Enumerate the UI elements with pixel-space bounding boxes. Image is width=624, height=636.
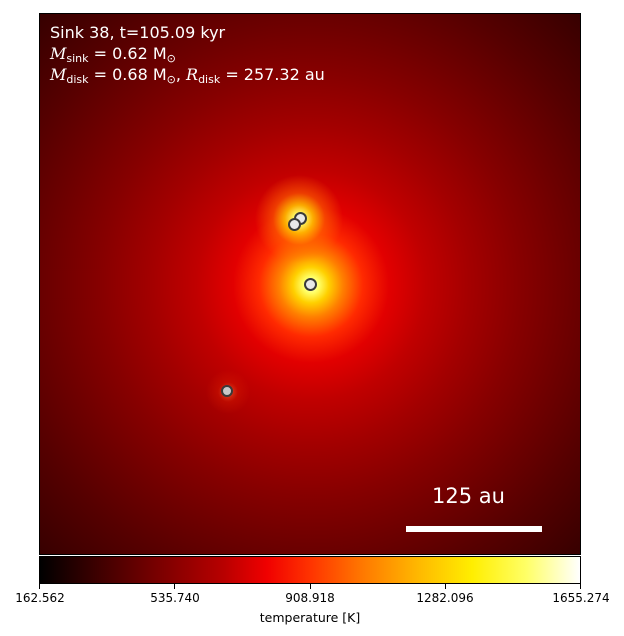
colorbar-tick xyxy=(174,584,175,589)
colorbar-tick-label: 1655.274 xyxy=(552,591,610,605)
sink-marker xyxy=(221,385,233,397)
colorbar-tick-label: 1282.096 xyxy=(416,591,474,605)
colorbar-tick xyxy=(310,584,311,589)
scale-bar xyxy=(406,526,542,532)
scale-bar-label: 125 au xyxy=(432,484,505,508)
colorbar-tick xyxy=(580,584,581,589)
sink-title: Sink 38, t=105.09 kyr xyxy=(50,23,226,42)
colorbar-tick-label: 535.740 xyxy=(150,591,200,605)
sink-mass: Msink = 0.62 M⊙ xyxy=(50,44,176,65)
colorbar-tick-label: 162.562 xyxy=(15,591,65,605)
temperature-map: Sink 38, t=105.09 kyr Msink = 0.62 M⊙ Md… xyxy=(39,13,581,555)
colorbar-tick xyxy=(39,584,40,589)
disk-properties: Mdisk = 0.68 M⊙, Rdisk = 257.32 au xyxy=(50,65,325,86)
colorbar xyxy=(39,556,581,584)
colorbar-tick-label: 908.918 xyxy=(285,591,335,605)
colorbar-tick xyxy=(445,584,446,589)
sink-marker xyxy=(288,218,301,231)
sink-marker xyxy=(304,278,317,291)
colorbar-label: temperature [K] xyxy=(259,610,361,625)
